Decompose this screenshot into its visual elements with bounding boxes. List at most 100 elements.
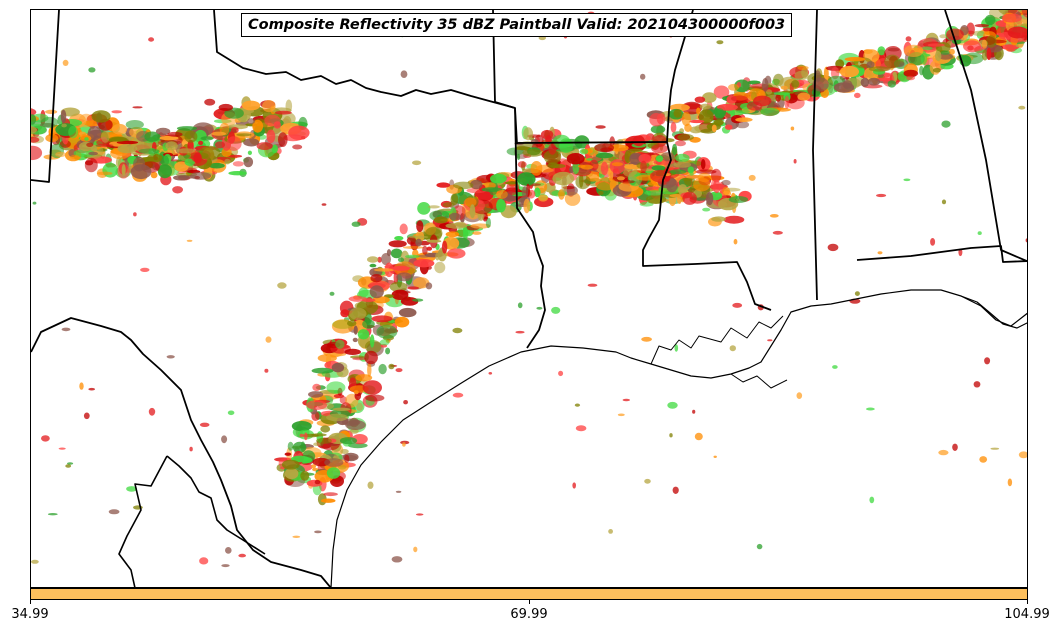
reflectivity-blob: [670, 121, 677, 133]
reflectivity-blob: [378, 363, 387, 375]
reflectivity-blob: [391, 289, 409, 300]
reflectivity-cell: [452, 392, 464, 398]
reflectivity-cell: [403, 400, 408, 405]
reflectivity-blob: [731, 95, 748, 102]
reflectivity-blob: [367, 256, 379, 263]
reflectivity-blob: [711, 124, 717, 132]
reflectivity-blob: [651, 144, 668, 154]
reflectivity-blob: [68, 125, 78, 139]
reflectivity-cell: [1007, 478, 1013, 487]
reflectivity-blob: [948, 48, 955, 55]
reflectivity-blob: [241, 100, 261, 111]
reflectivity-blob: [638, 153, 652, 164]
reflectivity-blob: [999, 44, 1020, 50]
reflectivity-blob: [326, 381, 346, 394]
reflectivity-blob: [760, 107, 780, 116]
reflectivity-blob: [629, 152, 643, 165]
reflectivity-cell: [225, 547, 232, 554]
reflectivity-blob: [609, 159, 626, 174]
al-ga-boundary: [944, 10, 1027, 263]
reflectivity-blob: [442, 202, 455, 208]
reflectivity-cell: [644, 478, 651, 484]
reflectivity-blob: [109, 136, 127, 142]
reflectivity-cell: [933, 68, 941, 73]
reflectivity-cell: [412, 160, 422, 166]
reflectivity-blob: [40, 116, 59, 129]
reflectivity-cell: [488, 372, 493, 375]
reflectivity-blob: [775, 94, 781, 102]
reflectivity-cell: [903, 178, 911, 182]
reflectivity-blob: [632, 135, 645, 147]
reflectivity-blob: [278, 132, 288, 147]
reflectivity-cell: [866, 407, 875, 411]
reflectivity-blob: [981, 39, 988, 49]
reflectivity-blob: [31, 136, 40, 143]
reflectivity-blob: [352, 337, 358, 343]
reflectivity-blob: [552, 171, 575, 186]
reflectivity-blob: [974, 24, 989, 28]
reflectivity-blob: [84, 157, 98, 173]
reflectivity-blob: [548, 143, 557, 155]
reflectivity-blob: [101, 130, 110, 143]
reflectivity-blob: [147, 153, 163, 163]
reflectivity-blob: [530, 161, 543, 176]
reflectivity-blob: [1001, 13, 1022, 23]
reflectivity-cell: [133, 212, 137, 217]
reflectivity-blob: [332, 407, 351, 411]
reflectivity-blob: [31, 114, 37, 125]
reflectivity-blob: [198, 145, 221, 160]
reflectivity-paintball-layer: [31, 10, 1027, 568]
reflectivity-blob: [453, 181, 474, 190]
reflectivity-cell: [941, 199, 947, 205]
reflectivity-blob: [534, 187, 541, 198]
reflectivity-blob: [138, 148, 160, 154]
reflectivity-blob: [320, 498, 336, 503]
reflectivity-cell: [769, 214, 779, 218]
reflectivity-blob: [331, 362, 345, 373]
reflectivity-blob: [619, 179, 635, 184]
reflectivity-blob: [125, 120, 144, 130]
reflectivity-blob: [521, 186, 529, 199]
reflectivity-cell: [83, 412, 90, 420]
reflectivity-blob: [797, 92, 811, 101]
reflectivity-cell: [617, 413, 625, 417]
reflectivity-blob: [986, 47, 992, 61]
reflectivity-blob: [735, 117, 753, 122]
reflectivity-blob: [695, 169, 717, 174]
reflectivity-blob: [575, 174, 591, 190]
reflectivity-blob: [221, 147, 232, 157]
reflectivity-blob: [713, 119, 724, 126]
reflectivity-blob: [728, 196, 749, 203]
reflectivity-cell: [172, 186, 184, 194]
reflectivity-blob: [390, 248, 403, 259]
reflectivity-cell: [320, 425, 331, 433]
reflectivity-blob: [540, 129, 554, 140]
colorbar-label-mid: 69.99: [510, 607, 548, 622]
reflectivity-cell: [979, 456, 988, 463]
reflectivity-blob: [385, 347, 391, 355]
reflectivity-cell: [713, 455, 717, 458]
reflectivity-blob: [367, 362, 372, 378]
reflectivity-blob: [963, 40, 981, 53]
reflectivity-blob: [397, 257, 405, 263]
reflectivity-blob: [357, 329, 370, 340]
reflectivity-blob: [252, 119, 264, 133]
reflectivity-blob: [866, 61, 875, 69]
reflectivity-cell: [796, 392, 803, 399]
reflectivity-cell: [586, 158, 593, 161]
map-svg: [31, 10, 1027, 587]
reflectivity-cell: [832, 365, 838, 369]
reflectivity-blob: [490, 173, 507, 184]
reflectivity-blob: [247, 150, 252, 155]
reflectivity-blob: [433, 216, 448, 224]
reflectivity-cell: [732, 302, 743, 308]
reflectivity-blob: [794, 70, 809, 81]
reflectivity-cell: [221, 435, 228, 444]
reflectivity-blob: [616, 176, 625, 181]
reflectivity-cell: [517, 302, 523, 309]
reflectivity-blob: [87, 126, 102, 141]
reflectivity-blob: [935, 50, 942, 62]
reflectivity-blob: [358, 287, 369, 298]
reflectivity-cell: [402, 442, 406, 447]
reflectivity-blob: [362, 380, 382, 395]
